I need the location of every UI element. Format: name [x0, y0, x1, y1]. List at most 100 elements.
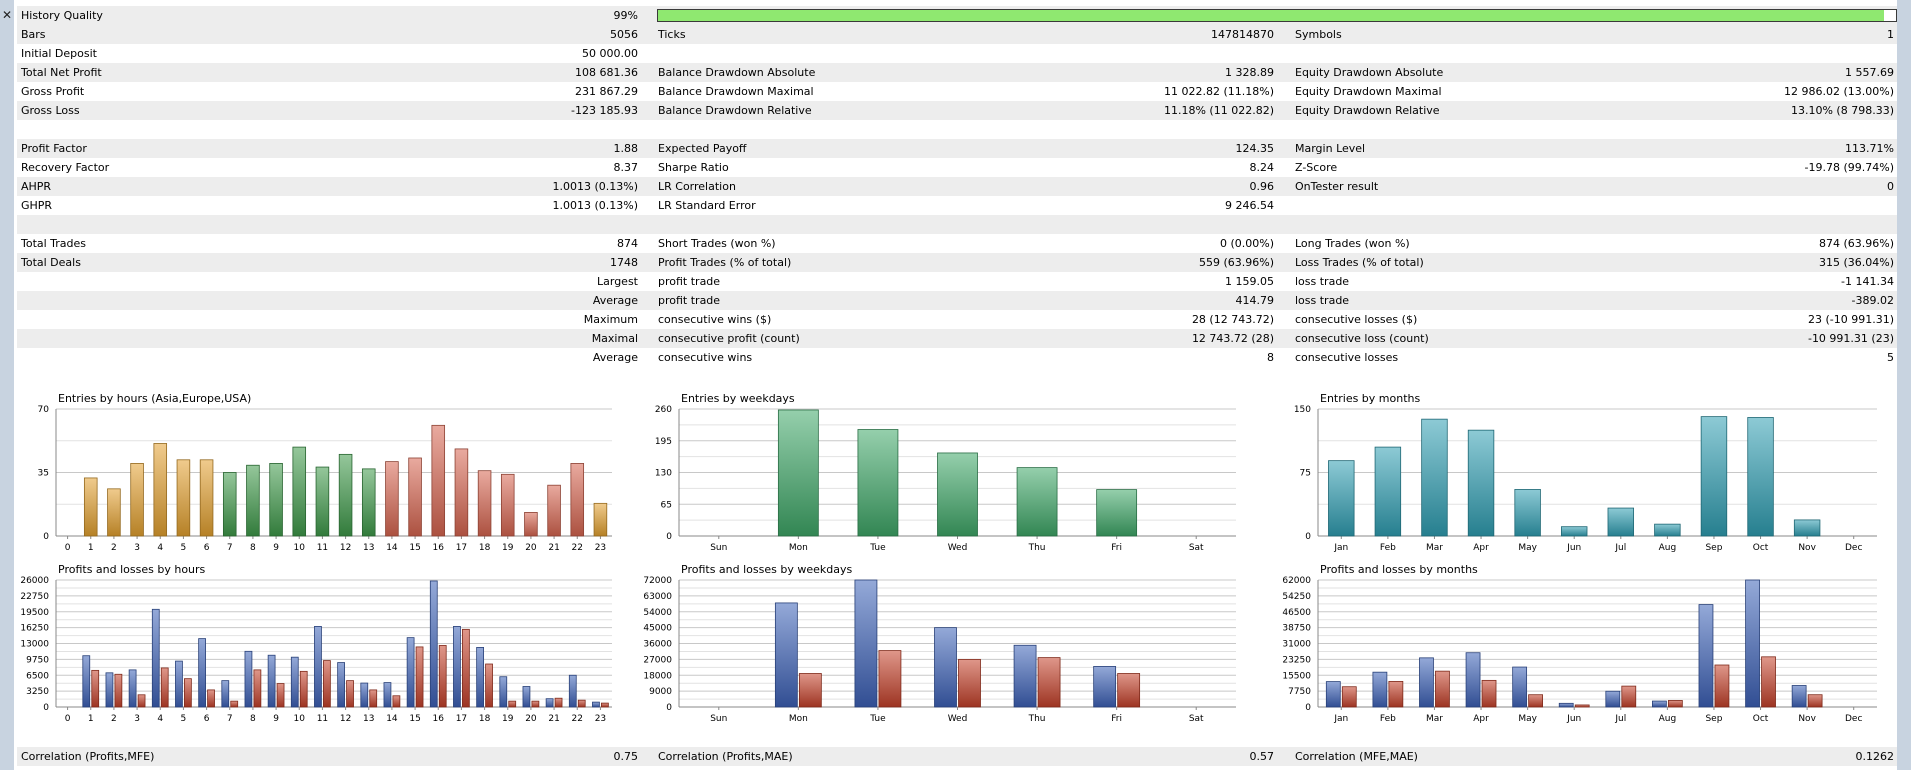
bar-losses — [1117, 673, 1141, 708]
x-tick-label: 16 — [433, 543, 445, 553]
x-tick-label: Oct — [1753, 714, 1769, 724]
bar — [1514, 489, 1541, 537]
chart-title: Entries by weekdays — [681, 392, 795, 405]
bar — [1016, 467, 1058, 537]
summary-row: Profit Factor 1.88 Expected Payoff 124.35 Ma… — [17, 139, 1897, 158]
x-tick-label: Jul — [1614, 714, 1626, 724]
bar-profits — [337, 662, 345, 708]
bar-profits — [429, 580, 438, 708]
bar — [1096, 489, 1138, 537]
stat-value: 108 681.36 — [575, 66, 638, 79]
bar-profits — [82, 655, 91, 708]
summary-row — [17, 120, 1897, 139]
x-tick-label: 2 — [111, 543, 117, 553]
bar-profits — [1652, 700, 1667, 708]
bar — [292, 446, 307, 537]
vertical-scrollbar[interactable] — [1897, 0, 1911, 770]
bar-losses — [323, 660, 331, 708]
x-tick-label: 21 — [548, 714, 559, 724]
stat-value: 1748 — [610, 256, 638, 269]
y-tick-label: 0 — [1305, 532, 1311, 542]
bar — [1328, 460, 1355, 537]
chart-pl-months: Profits and losses by months 62000 54250 46… — [1282, 563, 1877, 724]
x-tick-label: 8 — [250, 714, 256, 724]
x-tick-label: 19 — [502, 714, 514, 724]
summary-row: Average consecutive wins 8 consecutive loss… — [17, 348, 1897, 367]
bar-losses — [485, 663, 493, 708]
y-tick-label: 13000 — [20, 640, 49, 650]
y-tick-label: 31000 — [1282, 640, 1311, 650]
stat-label: consecutive losses ($) — [1295, 313, 1418, 326]
bar-profits — [774, 602, 798, 708]
stat-label: OnTester result — [1295, 180, 1379, 193]
stat-value: 874 — [617, 237, 638, 250]
stat-label: Recovery Factor — [21, 161, 110, 174]
x-tick-label: Fri — [1111, 714, 1122, 724]
bar — [222, 472, 237, 537]
bar-losses — [299, 670, 308, 708]
bar-losses — [1435, 670, 1450, 708]
bar-profits — [1512, 666, 1528, 708]
x-tick-label: Sat — [1189, 543, 1204, 553]
summary-row: Recovery Factor 8.37 Sharpe Ratio 8.24 Z-Sco… — [17, 158, 1897, 177]
bar-profits — [1558, 702, 1574, 708]
chart-pl-hours: Profits and losses by hours2600022750195… — [20, 563, 612, 724]
bar-profits — [1698, 604, 1714, 708]
correlation-mfe-mae-value: 0.1262 — [1855, 750, 1895, 763]
stat-value: 1.88 — [613, 142, 639, 155]
stat-label: profit trade — [658, 294, 721, 307]
x-tick-label: 6 — [204, 714, 210, 724]
bar-losses — [1528, 694, 1544, 708]
x-tick-label: 16 — [433, 714, 445, 724]
stat-label: Long Trades (won %) — [1295, 237, 1410, 250]
x-tick-label: 3 — [134, 543, 140, 553]
stat-value — [1594, 215, 1894, 234]
x-tick-label: 6 — [204, 543, 210, 553]
x-tick-label: Aug — [1659, 714, 1677, 724]
x-tick-label: Sep — [1705, 714, 1722, 724]
x-tick-label: 0 — [65, 714, 71, 724]
summary-row: Largest profit trade 1 159.05 loss trade -1 … — [17, 272, 1897, 291]
bar-losses — [1341, 686, 1357, 708]
bar — [1374, 446, 1402, 537]
x-tick-label: 13 — [363, 714, 374, 724]
x-tick-label: 0 — [65, 543, 71, 553]
x-tick-label: Aug — [1659, 543, 1677, 553]
stat-value: 5 — [1887, 351, 1894, 364]
x-tick-label: 13 — [363, 543, 374, 553]
bar — [269, 463, 283, 537]
stat-label: Bars — [21, 28, 46, 41]
y-tick-label: 0 — [666, 703, 672, 713]
summary-row: Initial Deposit 50 000.00 — [17, 44, 1897, 63]
chart-pl-weekdays: Profits and losses by weekdays 72000 63000… — [643, 563, 1236, 724]
bar-profits — [499, 676, 508, 708]
bar-profits — [476, 647, 484, 708]
stat-value: -123 185.93 — [571, 104, 638, 117]
y-tick-label: 15500 — [1282, 671, 1311, 681]
stat-label: AHPR — [21, 180, 52, 193]
stat-value: 1.0013 (0.13%) — [552, 180, 638, 193]
stat-label: Symbols — [1295, 28, 1342, 41]
x-tick-label: 1 — [88, 714, 94, 724]
y-tick-label: 260 — [655, 405, 672, 415]
stat-value — [954, 44, 1274, 63]
bar-losses — [1574, 704, 1590, 708]
stat-label: Loss Trades (% of total) — [1295, 256, 1424, 269]
stat-label: consecutive wins ($) — [658, 313, 772, 326]
stat-label: consecutive loss (count) — [1295, 332, 1429, 345]
stat-value: Average — [592, 294, 638, 307]
bar-profits — [244, 650, 253, 708]
bar-profits — [1605, 690, 1621, 708]
stat-label: Short Trades (won %) — [658, 237, 776, 250]
stat-value — [954, 120, 1274, 139]
history-quality-value: 99% — [613, 9, 638, 22]
stat-value: 1.0013 (0.13%) — [552, 199, 638, 212]
y-tick-label: 0 — [1305, 703, 1311, 713]
close-icon[interactable]: ✕ — [1, 8, 13, 22]
history-quality-fill — [658, 10, 1884, 21]
stat-value — [1594, 44, 1894, 63]
stat-label: Ticks — [658, 28, 686, 41]
stat-value: Largest — [597, 275, 638, 288]
y-tick-label: 150 — [1294, 405, 1311, 415]
stat-value: 11.18% (11 022.82) — [1163, 104, 1274, 117]
